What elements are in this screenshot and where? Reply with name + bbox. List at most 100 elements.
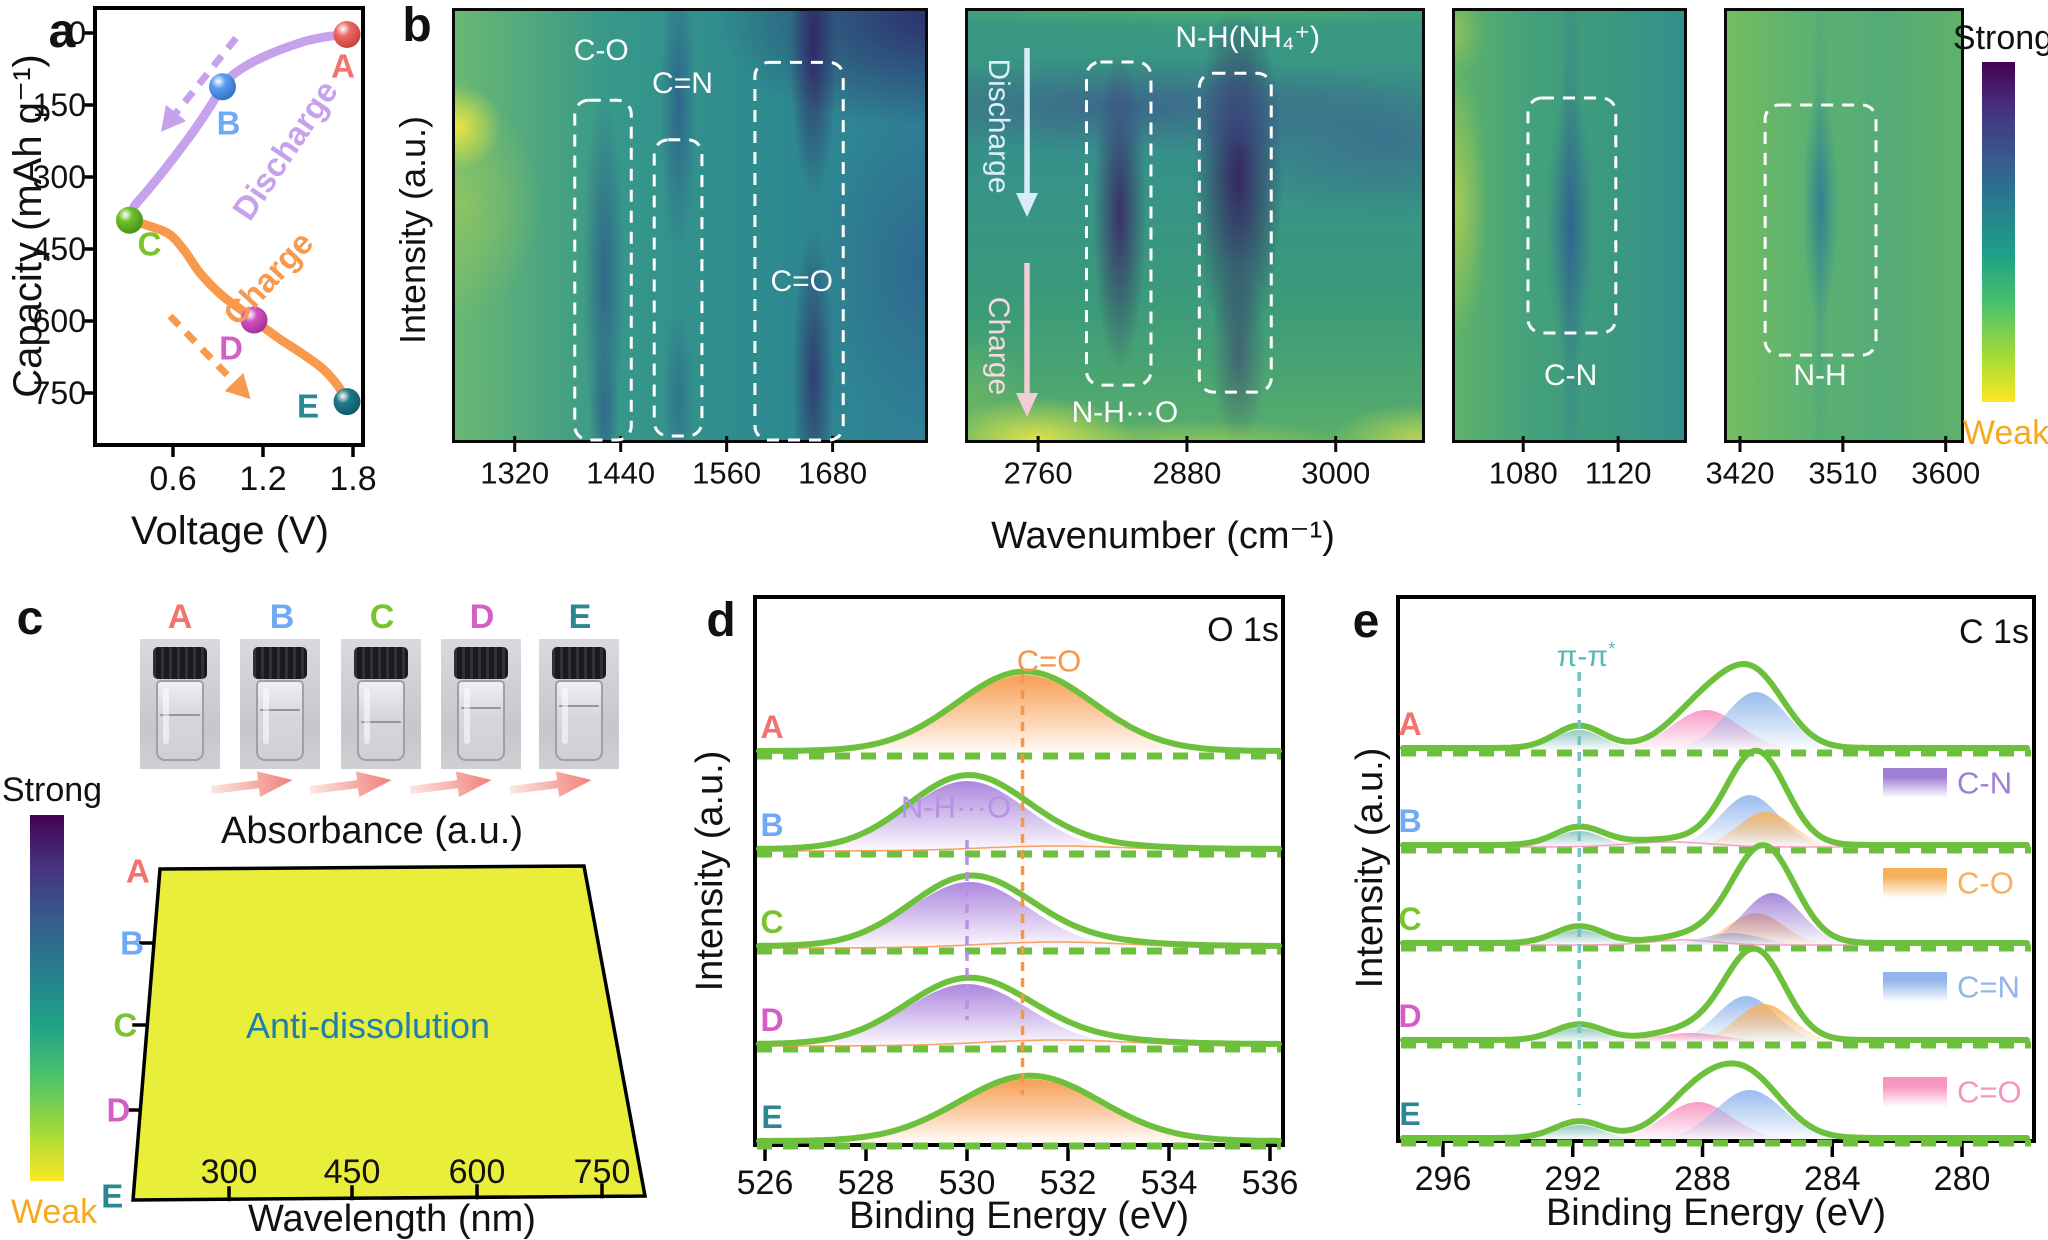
c1s-corner-label: C 1s (1959, 613, 2029, 651)
pi-pi-text: π-π (1556, 640, 1609, 673)
colorbar-panel-c (30, 815, 64, 1181)
ev-tick-label: 526 (736, 1164, 794, 1202)
row-label-B: B (1398, 803, 1422, 839)
state-point-A (333, 20, 361, 48)
panel-a-x-axis-label: Voltage (V) (131, 509, 329, 553)
uv-vis-waterfall-surface (131, 864, 648, 1202)
panel-b-letter: b (402, 0, 432, 52)
wavelength-tick-label: 600 (448, 1153, 506, 1191)
component-peak-N-H···O (757, 882, 1281, 948)
discharge-direction-arrow (173, 35, 239, 116)
waterfall-sample-label-B: B (120, 924, 144, 962)
wavelength-tick-label: 750 (573, 1153, 631, 1191)
ev-tick-label: 288 (1674, 1160, 1731, 1198)
y-tick-label: 300 (32, 159, 86, 195)
wavenumber-tick-label: 1440 (586, 455, 656, 491)
panel-e-y-axis-label: Intensity (a.u.) (1349, 747, 1391, 989)
band-highlight-box (573, 98, 633, 442)
waterfall-sample-label-E: E (101, 1177, 124, 1215)
ev-tick-label: 536 (1241, 1164, 1299, 1202)
panel-c-strong-label: Strong (1, 771, 103, 809)
component-peak-π-π* (1401, 831, 2031, 847)
colorbar-strong-label: Strong (1952, 19, 2048, 57)
state-point-C (116, 206, 143, 234)
panel-b-x-axis-label: Wavenumber (cm⁻¹) (991, 515, 1335, 557)
ev-tick-label: 532 (1039, 1164, 1097, 1202)
panel-d-letter: d (706, 594, 736, 647)
ev-tick-label: 534 (1140, 1164, 1198, 1202)
legend-swatch-C=N (1883, 972, 1947, 1002)
component-peak-N-H···O (757, 781, 1281, 851)
colorbar-panel-b (1982, 62, 2015, 402)
band-label: C-N (1544, 359, 1598, 392)
legend-swatch-C=O (1883, 1077, 1947, 1107)
ftir-map-1 (452, 8, 928, 443)
band-highlight-box (1197, 71, 1273, 394)
ev-tick-label: 284 (1803, 1160, 1861, 1198)
component-peak-π-π* (1401, 1028, 2031, 1042)
ev-tick-label: 528 (837, 1164, 895, 1202)
vial-cap (454, 647, 508, 679)
panel-e-x-axis-label: Binding Energy (eV) (1545, 1192, 1887, 1234)
guide-label: C=O (1016, 643, 1082, 679)
envelope-D (1400, 945, 2030, 1043)
vial-label-E: E (568, 598, 592, 636)
row-label-C: C (760, 904, 784, 940)
arrow-head (161, 104, 187, 132)
component-peak-C=N (1401, 996, 2031, 1042)
envelope-D (756, 974, 1282, 1047)
wavelength-tick-label: 450 (323, 1153, 381, 1191)
colorbar-weak-label: Weak (1962, 414, 2048, 452)
component-peak-C=O (757, 1079, 1281, 1143)
component-peak-N-H···O (757, 984, 1281, 1046)
vial-label-C: C (369, 598, 395, 636)
row-label-C: C (1398, 901, 1422, 937)
absorbance-axis-title: Absorbance (a.u.) (220, 810, 524, 852)
arrow-head (1016, 193, 1038, 217)
envelope-A (1400, 660, 2030, 751)
pi-pi-sup: * (1608, 638, 1616, 659)
envelope-C (1400, 842, 2030, 946)
glass-highlight (562, 688, 568, 744)
wavenumber-tick-label: 1120 (1584, 455, 1652, 491)
state-point-B (209, 73, 236, 101)
liquid-level-line (460, 707, 502, 710)
band-label: C=O (770, 265, 833, 299)
vial-label-D: D (469, 598, 495, 636)
envelope-B (1400, 747, 2030, 848)
legend-label-C-O: C-O (1957, 865, 2014, 901)
panel-d-x-axis-label: Binding Energy (eV) (848, 1195, 1190, 1237)
envelope-E (756, 1072, 1282, 1144)
liquid-level-line (360, 720, 402, 723)
x-tick-label: 0.6 (149, 460, 197, 498)
envelope-C (756, 872, 1282, 949)
state-point-label-E: E (296, 387, 320, 425)
panel-a-frame (93, 6, 365, 447)
anti-dissolution-annotation: Anti-dissolution (245, 1005, 491, 1046)
band-label: C=N (652, 67, 713, 101)
glass-highlight (163, 688, 169, 744)
state-point-label-C: C (137, 225, 162, 263)
legend-swatch-C-N (1883, 768, 1947, 798)
wavelength-tick-label: 300 (200, 1153, 258, 1191)
y-tick-label: 150 (32, 87, 86, 123)
glass-highlight (464, 688, 470, 744)
row-label-A: A (1398, 706, 1422, 742)
panel-b-y-axis-label: Intensity (a.u.) (392, 115, 433, 345)
pi-pi-star-label: π-π* (1556, 638, 1616, 673)
vial-body (555, 680, 603, 761)
charge-curve (125, 215, 352, 407)
row-label-A: A (760, 709, 784, 745)
waterfall-sample-label-C: C (113, 1006, 138, 1044)
component-peak-π-π* (1401, 930, 2031, 945)
band-highlight-box (1085, 60, 1153, 387)
band-label: N-H (1793, 359, 1847, 392)
row-label-B: B (760, 807, 784, 843)
panel-e-letter: e (1352, 595, 1380, 648)
heatmap-charge-label: Charge (982, 296, 1015, 396)
y-tick-label: 450 (32, 231, 86, 267)
band-highlight-box (753, 60, 845, 442)
envelope-B (756, 772, 1282, 852)
wavenumber-tick-label: 2880 (1152, 455, 1222, 491)
ftir-map-2 (965, 8, 1425, 443)
